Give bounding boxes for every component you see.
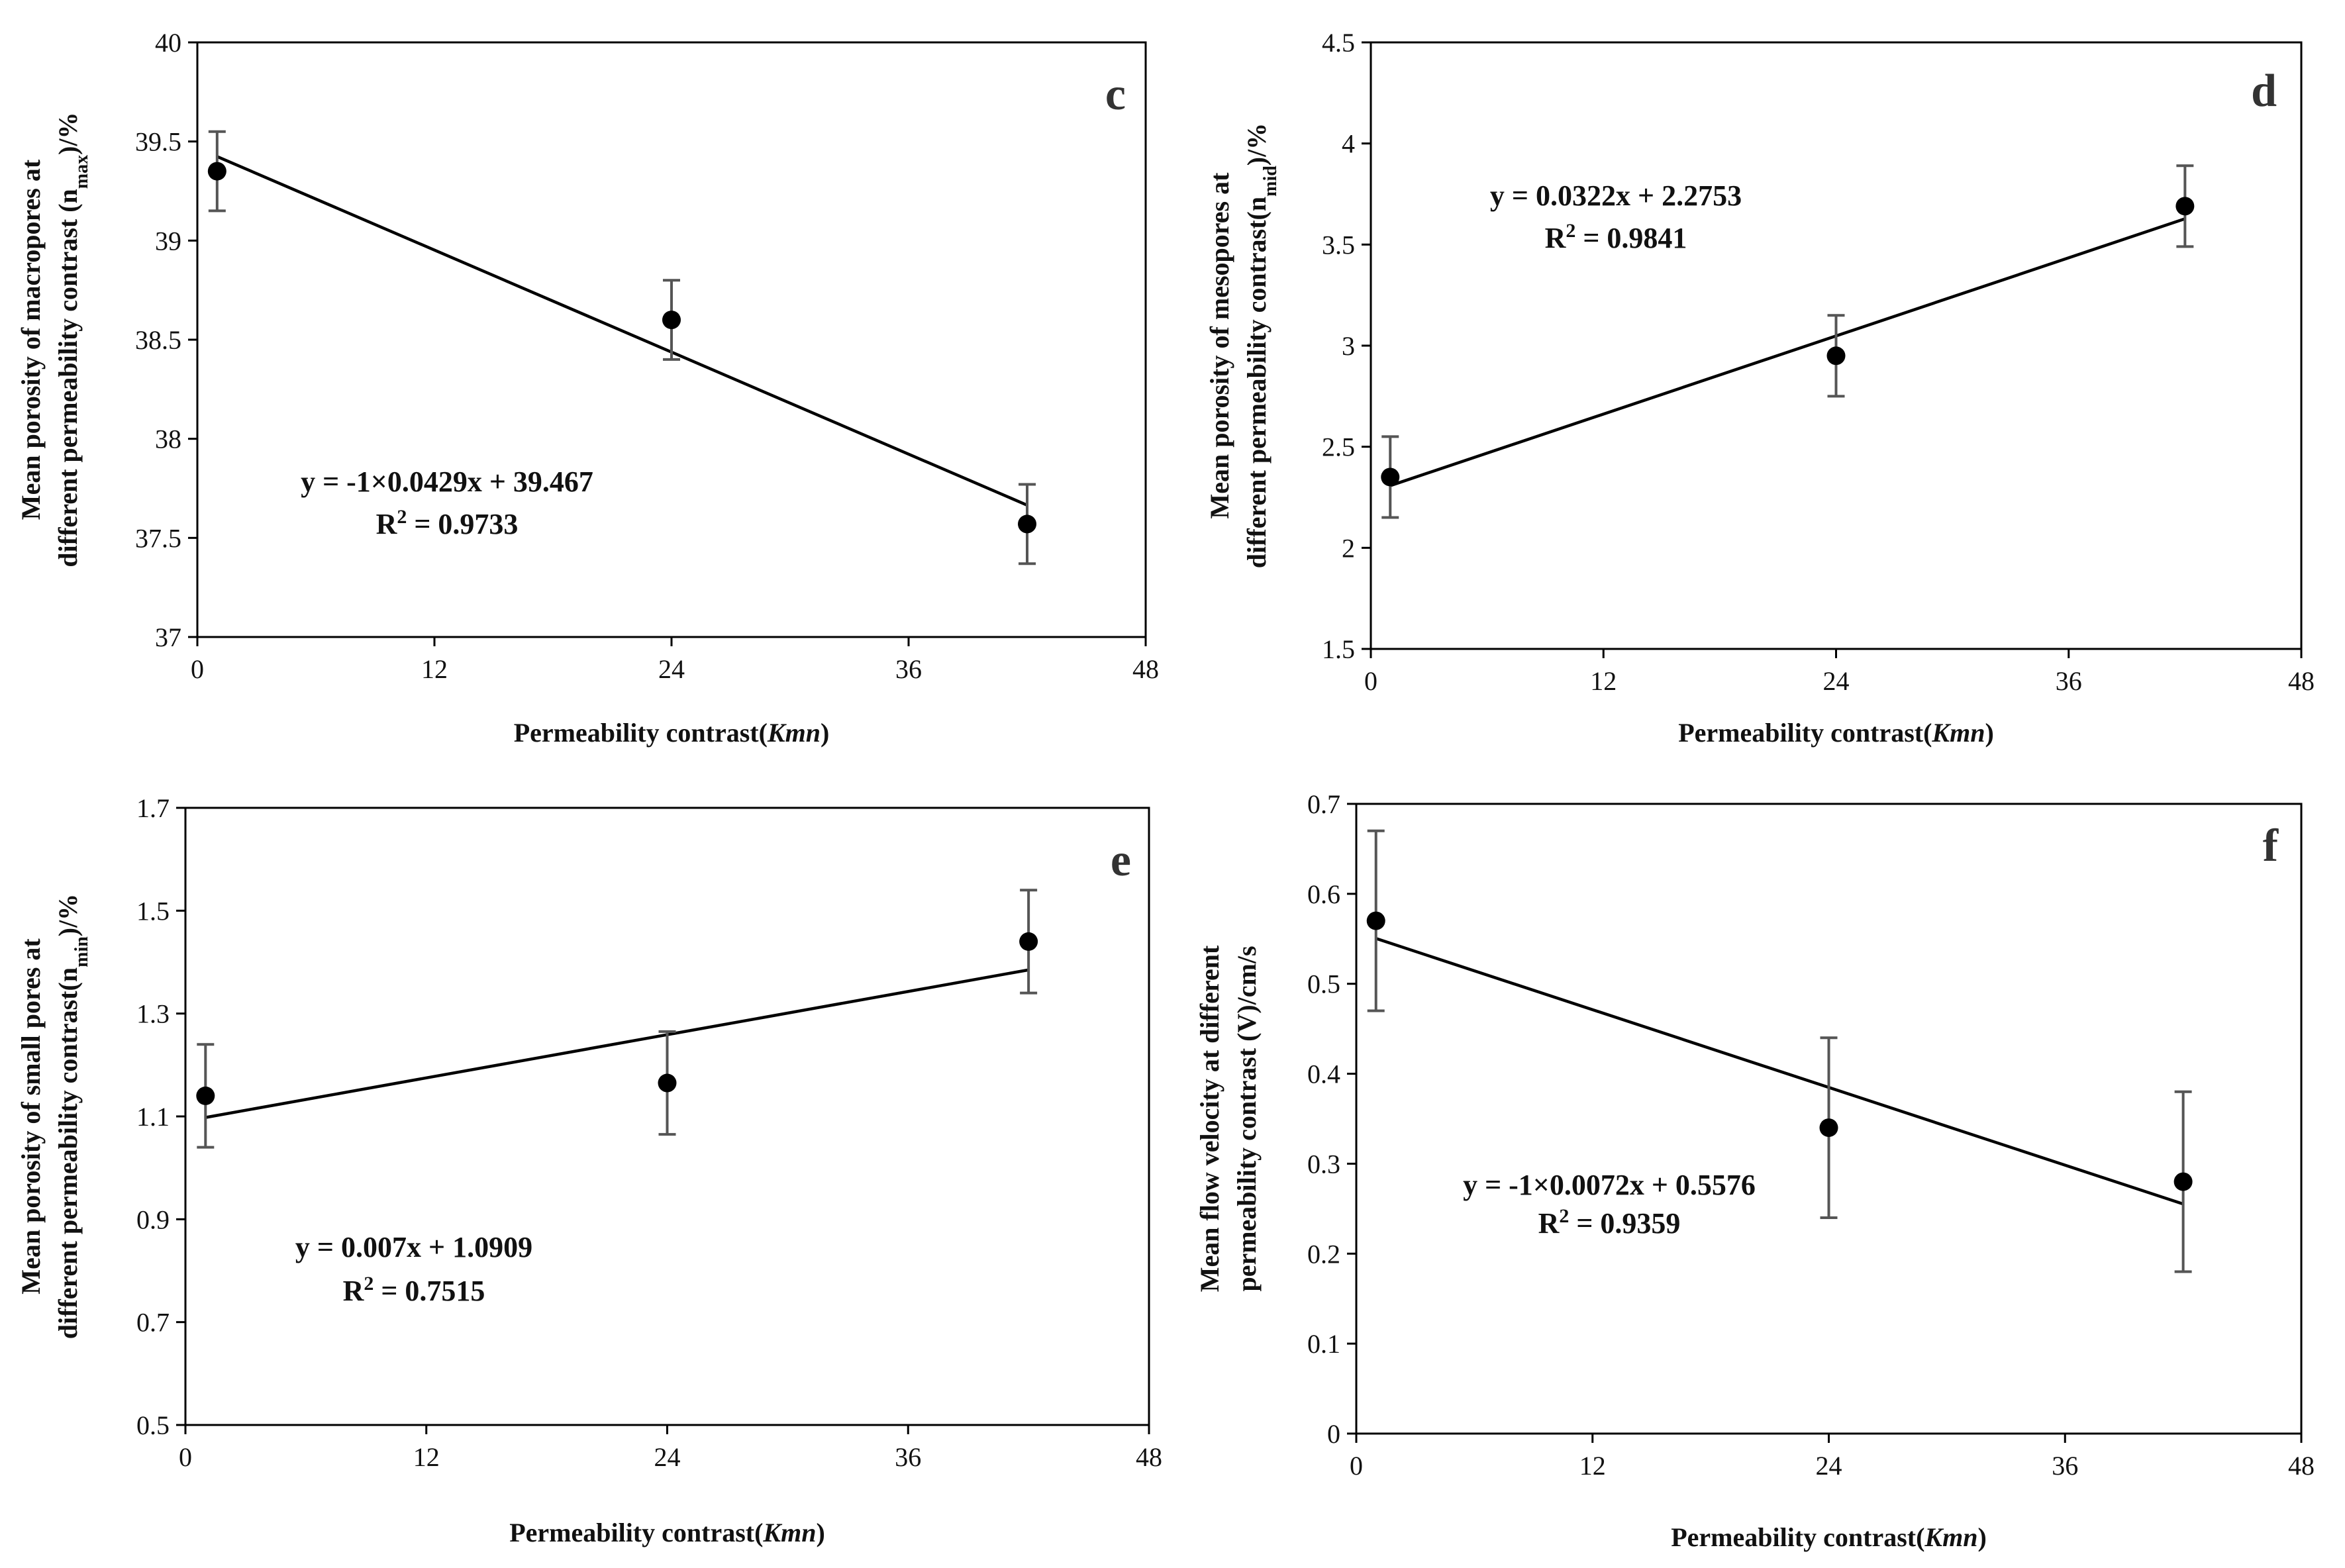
x-tick-label: 24 [654,1442,681,1472]
x-tick-label: 12 [1579,1451,1606,1481]
panel-letter: d [2251,66,2277,117]
y-tick-label: 40 [155,28,181,58]
r-squared-label: R2 = 0.7515 [343,1273,485,1308]
y-axis-title-line1: Mean flow velocity at different [1195,945,1224,1292]
y-tick-label: 0.5 [136,1410,170,1440]
panel-letter: f [2263,820,2279,871]
y-tick-label: 1.1 [136,1102,170,1132]
y-tick-label: 0.1 [1307,1329,1340,1359]
data-point [1381,467,1400,487]
x-tick-label: 0 [1364,666,1377,696]
data-point [196,1086,215,1105]
x-tick-label: 36 [2056,666,2082,696]
panel-letter: e [1111,835,1131,886]
y-tick-label: 1.3 [136,999,170,1029]
y-tick-label: 1.5 [1322,634,1355,664]
y-tick-label: 1.7 [136,793,170,823]
chart-panel-e: 0.5 0.7 0.9 1.1 1.3 1.5 1.7 0 12 24 36 48 e y = 0.007… [16,793,1162,1547]
chart-panel-c: 37 37.5 38 38.5 39 39.5 40 0 12 24 36 48 c y = -1×0.0… [16,28,1159,748]
x-tick-label: 36 [2052,1451,2078,1481]
regression-equation: y = -1×0.0429x + 39.467 [301,466,593,498]
x-tick-label: 24 [1823,666,1850,696]
x-axis-title: Permeability contrast(Kmn) [514,718,830,748]
x-tick-label: 12 [1590,666,1617,696]
regression-equation: y = 0.007x + 1.0909 [295,1231,532,1263]
y-tick-label: 37.5 [135,523,181,553]
data-point [1826,346,1846,366]
data-point [1018,514,1036,534]
y-tick-label: 39 [155,226,181,256]
y-tick-label: 0.5 [1307,969,1340,999]
y-tick-label: 0 [1327,1419,1340,1449]
y-tick-label: 0.4 [1307,1059,1340,1089]
x-tick-label: 48 [2288,666,2315,696]
r-squared-label: R2 = 0.9841 [1545,220,1687,255]
y-axis-title-line1: Mean porosity of mesopores at [1205,172,1234,519]
data-point [1366,911,1385,930]
data-point [662,311,681,330]
y-tick-label: 3 [1342,331,1355,361]
r-squared-label: R2 = 0.9359 [1538,1205,1681,1240]
data-point [207,162,226,181]
y-tick-label: 4.5 [1322,28,1355,58]
x-tick-label: 36 [895,654,922,684]
y-tick-label: 0.7 [136,1308,170,1338]
regression-equation: y = 0.0322x + 2.2753 [1490,179,1742,212]
data-point [1019,932,1038,951]
x-tick-label: 0 [179,1442,192,1472]
y-tick-label: 0.3 [1307,1149,1340,1179]
x-tick-label: 36 [895,1442,921,1472]
x-tick-label: 48 [2288,1451,2315,1481]
y-tick-label: 39.5 [135,127,181,157]
trend-line [205,968,1029,1119]
y-tick-label: 2 [1342,533,1355,563]
regression-equation: y = -1×0.0072x + 0.5576 [1463,1169,1756,1201]
y-axis-title-line2: permeability contrast (V)/cm/s [1232,946,1262,1291]
y-tick-label: 0.6 [1307,879,1340,909]
y-tick-label: 0.7 [1307,789,1340,819]
y-tick-label: 38 [155,424,181,454]
y-tick-label: 3.5 [1322,230,1355,260]
trend-line [1375,937,2184,1206]
x-tick-label: 12 [421,654,448,684]
y-tick-label: 38.5 [135,325,181,355]
y-tick-label: 37 [155,622,181,652]
data-point [1819,1118,1838,1138]
y-axis-title-line1: Mean porosity of small pores at [16,938,46,1295]
y-tick-label: 0.2 [1307,1239,1340,1269]
panel-letter: c [1105,69,1126,120]
x-axis-title: Permeability contrast(Kmn) [1671,1522,1987,1552]
y-tick-label: 4 [1342,129,1355,159]
x-axis-title: Permeability contrast(Kmn) [509,1518,825,1547]
x-tick-label: 0 [191,654,204,684]
y-axis-title-line1: Mean porosity of macropores at [16,159,46,520]
y-axis-title-line2: different permeability contrast(nmin)/% [53,894,92,1340]
y-axis-title-line2: different permeability contrast (nmax)/% [53,112,92,567]
x-tick-label: 24 [1816,1451,1842,1481]
y-tick-label: 0.9 [136,1204,170,1234]
trend-line [1389,217,2186,487]
x-tick-label: 48 [1132,654,1159,684]
y-tick-label: 2.5 [1322,432,1355,462]
x-tick-label: 12 [413,1442,440,1472]
chart-panel-f: 0 0.1 0.2 0.3 0.4 0.5 0.6 0.7 0 12 24 36 48 f y = -1×0… [1195,789,2315,1552]
y-tick-label: 1.5 [136,896,170,926]
data-point [2175,197,2195,216]
x-axis-title: Permeability contrast(Kmn) [1678,718,1994,748]
y-axis-title-line2: different permeability contrast(nmid)/% [1242,123,1281,569]
x-tick-label: 24 [658,654,685,684]
chart-panel-d: 1.5 2 2.5 3 3.5 4 4.5 0 12 24 36 48 d y = 0.0322x + 2… [1205,28,2315,748]
x-tick-label: 0 [1350,1451,1363,1481]
x-tick-label: 48 [1136,1442,1162,1472]
r-squared-label: R2 = 0.9733 [376,506,519,541]
trend-line [216,155,1028,507]
data-point [658,1073,677,1093]
data-point [2173,1172,2193,1191]
